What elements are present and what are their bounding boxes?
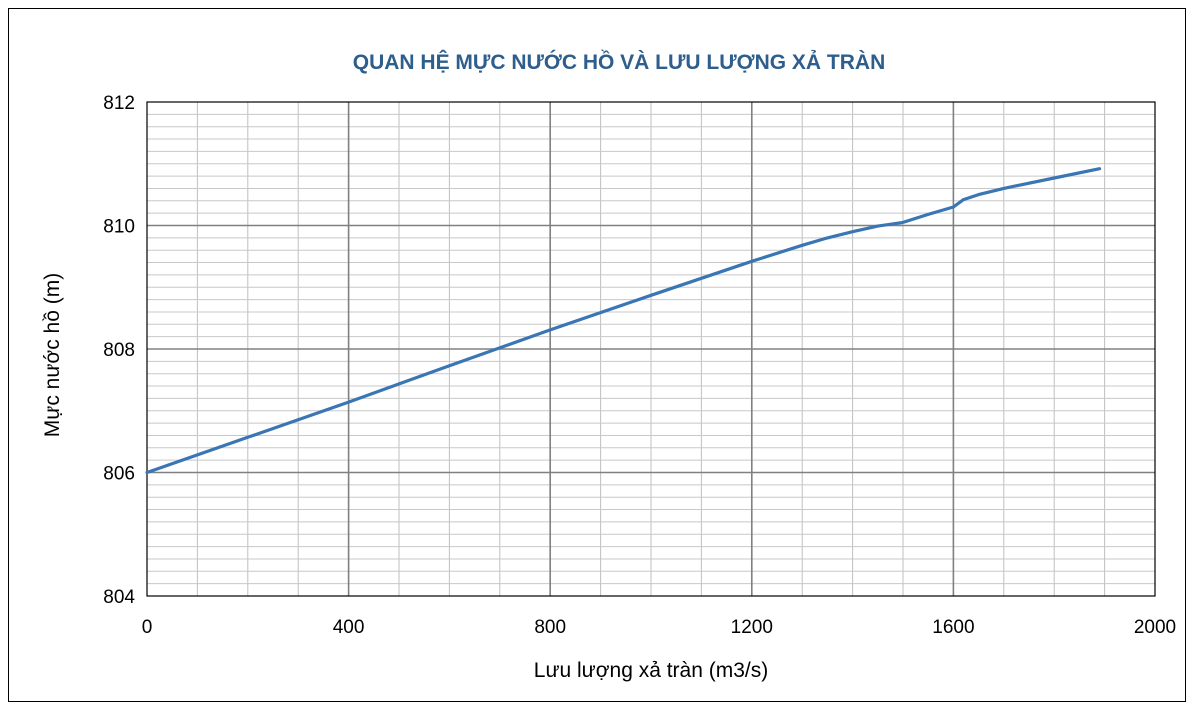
x-axis-label: Lưu lượng xả tràn (m3/s) bbox=[534, 659, 768, 682]
y-tick-label: 812 bbox=[103, 93, 135, 114]
major-gridlines bbox=[147, 102, 1155, 596]
y-tick-label: 810 bbox=[103, 217, 135, 238]
x-tick-label: 400 bbox=[333, 617, 365, 638]
y-tick-label: 806 bbox=[103, 464, 135, 485]
y-tick-label: 804 bbox=[103, 587, 135, 608]
y-axis-label: Mực nước hồ (m) bbox=[41, 273, 64, 437]
chart-frame: QUAN HỆ MỰC NƯỚC HỒ VÀ LƯU LƯỢNG XẢ TRÀN… bbox=[8, 8, 1186, 702]
plot-area-border bbox=[146, 101, 1156, 597]
chart-title: QUAN HỆ MỰC NƯỚC HỒ VÀ LƯU LƯỢNG XẢ TRÀN bbox=[353, 50, 886, 74]
x-axis-ticks: 0 400 800 1200 1600 2000 bbox=[142, 617, 1176, 638]
x-tick-label: 1200 bbox=[731, 617, 773, 638]
x-tick-label: 2000 bbox=[1134, 617, 1176, 638]
series-layer bbox=[145, 167, 1102, 475]
series-line bbox=[145, 167, 1102, 475]
x-tick-label: 800 bbox=[534, 617, 566, 638]
x-tick-label: 1600 bbox=[932, 617, 974, 638]
x-tick-label: 0 bbox=[142, 617, 153, 638]
y-tick-label: 808 bbox=[103, 340, 135, 361]
line-chart: QUAN HỆ MỰC NƯỚC HỒ VÀ LƯU LƯỢNG XẢ TRÀN… bbox=[41, 50, 1176, 682]
y-axis-ticks: 804 806 808 810 812 bbox=[103, 93, 135, 608]
